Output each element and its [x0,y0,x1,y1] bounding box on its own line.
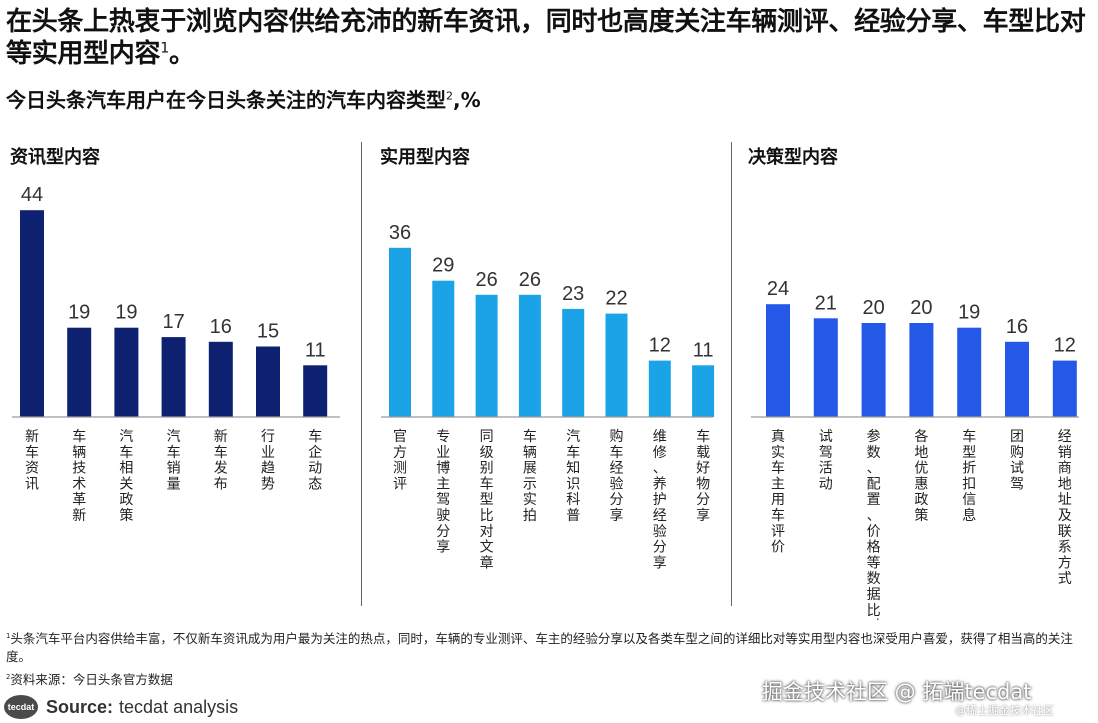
category-label: 官方测评 [393,429,407,492]
category-label: 车载好物分享 [696,428,710,524]
bar [518,294,541,417]
data-label: 20 [862,297,884,319]
panel-divider [731,142,732,606]
category-label: 团购试驾 [1010,429,1024,492]
data-label: 36 [389,222,411,244]
bar [909,323,934,417]
tecdat-logo-icon: tecdat [4,695,38,719]
bar [648,360,671,417]
page-title: 在头条上热衷于浏览内容供给充沛的新车资讯，同时也高度关注车辆测评、经验分享、车型… [6,7,1086,69]
category-label: 维修、养护经验分享 [653,429,667,571]
panel-title-practical: 实用型内容 [380,147,470,168]
data-label: 22 [605,288,627,310]
bar [861,323,886,417]
data-label: 24 [767,278,789,300]
data-label: 12 [1054,335,1076,357]
category-label: 新车发布 [214,429,228,492]
category-label: 试驾活动 [819,429,833,492]
data-source-note: 2资料来源：今日头条官方数据 [6,672,173,687]
data-label: 11 [305,339,326,361]
category-label: 真实车主用车评价 [771,429,785,556]
category-label: 参数、配置、价格等数据比对 [867,428,881,620]
source-label: Source: [46,696,114,717]
panel-divider [361,142,362,606]
data-label: 23 [562,283,584,305]
category-label: 行业趋势 [261,429,275,492]
bar [475,294,498,417]
data-label: 21 [815,292,837,314]
panel-title-decision: 决策型内容 [748,147,838,168]
bar [161,337,186,417]
chart-panel-1: 44 新车资讯 19 车辆技术革新 19 汽车相关政策 17 汽车销量 16 新车发布 15 行业趋势… [12,184,340,524]
data-label: 12 [649,335,671,357]
bar [208,341,233,417]
bar [389,247,411,417]
chart-panel-2: 36 官方测评 29 专业博主驾驶分享 26 同级别车型比对文章 26 车辆展示实拍 23 汽车知… [381,222,715,571]
data-label: 16 [210,316,232,338]
category-label: 专业博主驾驶分享 [436,429,450,556]
data-label: 26 [519,269,541,291]
category-label: 购车经验分享 [610,429,624,524]
bar [813,318,838,417]
data-label: 26 [475,269,497,291]
data-label: 29 [432,255,454,277]
source-value: tecdat analysis [119,696,239,717]
category-label: 汽车相关政策 [119,429,133,524]
data-label: 16 [1006,316,1028,338]
bar [20,210,44,417]
footnote: 1头条汽车平台内容供给丰富，不仅新车资讯成为用户最为关注的热点，同时，车辆的专业… [6,631,1073,664]
bar [67,327,92,417]
subtitle-footnote-marker: 2 [446,89,453,103]
category-label: 车辆展示实拍 [523,428,537,524]
data-label: 19 [115,302,137,324]
title-footnote-marker: 1 [160,40,169,57]
data-label: 19 [68,302,90,324]
bar [256,346,280,417]
category-label: 汽车销量 [167,429,181,492]
category-label: 同级别车型比对文章 [480,429,494,571]
bar [957,327,982,417]
category-label: 汽车知识科普 [566,429,580,524]
category-label: 各地优惠政策 [914,429,928,524]
category-label: 新车资讯 [25,429,39,492]
data-label: 44 [21,184,43,206]
category-label: 车型折扣信息 [962,428,976,524]
chart-panel-3: 24 真实车主用车评价 21 试驾活动 20 参数、配置、价格等数据比对 20 各地优惠政策 1… [751,278,1079,620]
bar-charts: 44 新车资讯 19 车辆技术革新 19 汽车相关政策 17 汽车销量 16 新车发布 15 行业趋势… [12,184,1079,620]
data-label: 11 [693,339,714,361]
data-label: 15 [257,321,279,343]
bar [766,304,790,417]
data-label: 19 [958,302,980,324]
watermark-sub: @稀土掘金技术社区 [955,704,1054,717]
data-label: 20 [910,297,932,319]
bar [432,280,455,417]
bar [692,365,715,417]
category-label: 车企动态 [308,428,322,492]
watermark: 掘金技术社区 @ 拓端tecdat [762,680,1032,704]
bar [605,313,628,417]
bar [1005,341,1029,417]
bar [114,327,139,417]
category-label: 车辆技术革新 [72,428,86,524]
bar [562,308,585,417]
panel-title-news: 资讯型内容 [10,147,100,168]
chart-subtitle: 今日头条汽车用户在今日头条关注的汽车内容类型2,% [6,88,481,112]
bar [303,365,328,417]
bar [1052,360,1077,417]
data-label: 17 [162,311,184,333]
source-bar: tecdat Source: tecdat analysis [4,694,238,720]
category-label: 经销商地址及联系方式 [1058,429,1072,587]
